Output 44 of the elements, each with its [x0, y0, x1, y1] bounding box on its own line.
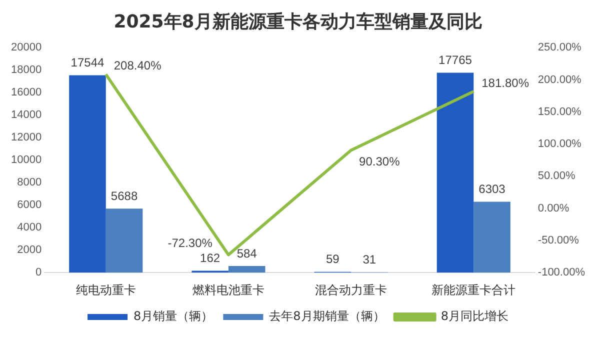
bar	[474, 202, 510, 273]
legend-label: 8月销量（辆）	[134, 309, 214, 324]
y-tick-label: 4000	[17, 222, 42, 234]
data-label: 31	[362, 252, 376, 267]
y2-tick-label: 0.00%	[538, 202, 570, 214]
data-label: 6303	[478, 182, 506, 196]
legend-label: 去年8月期销量（辆）	[269, 309, 385, 324]
data-label: 59	[326, 252, 340, 266]
chart-title: 2025年8月新能源重卡各动力车型销量及同比	[114, 11, 482, 32]
data-label: 17544	[70, 56, 104, 70]
bar	[69, 75, 106, 273]
y-tick-label: 6000	[17, 199, 42, 212]
y2-tick-label: 250.00%	[538, 42, 582, 54]
y2-tick-label: 100.00%	[538, 138, 582, 150]
y-tick-label: 0	[35, 266, 42, 279]
data-label: 17765	[438, 53, 472, 68]
y2-tick-label: 200.00%	[538, 74, 582, 86]
x-tick-label: 燃料电池重卡	[192, 282, 264, 297]
data-label: 90.30%	[359, 154, 400, 169]
data-label: 208.40%	[114, 58, 162, 73]
y2-tick-label: 150.00%	[538, 106, 582, 118]
x-tick-label: 新能源重卡合计	[432, 282, 516, 297]
bar	[436, 72, 474, 273]
y-tick-label: 20000	[10, 42, 42, 54]
y-tick-label: 8000	[17, 176, 42, 189]
data-label: -72.30%	[168, 236, 213, 250]
y-tick-label: 14000	[10, 109, 42, 122]
y2-tick-label: 50.00%	[538, 170, 576, 182]
y-tick-label: 16000	[10, 86, 42, 99]
data-label: 162	[200, 251, 220, 266]
x-tick-label: 纯电动重卡	[76, 282, 136, 297]
y-tick-label: 18000	[10, 64, 42, 76]
legend-label: 8月同比增长	[440, 309, 508, 324]
y-tick-label: 12000	[10, 132, 42, 144]
bar	[106, 208, 143, 273]
data-label: 5688	[110, 188, 138, 203]
data-label: 181.80%	[482, 76, 530, 90]
y2-tick-label: -50.00%	[538, 234, 580, 246]
data-label: 584	[236, 246, 258, 260]
bar	[228, 266, 266, 273]
y-tick-label: 2000	[17, 244, 42, 256]
x-tick-label: 混合动力重卡	[315, 282, 388, 297]
y2-tick-label: -100.00%	[538, 266, 586, 279]
y-tick-label: 10000	[10, 154, 42, 166]
